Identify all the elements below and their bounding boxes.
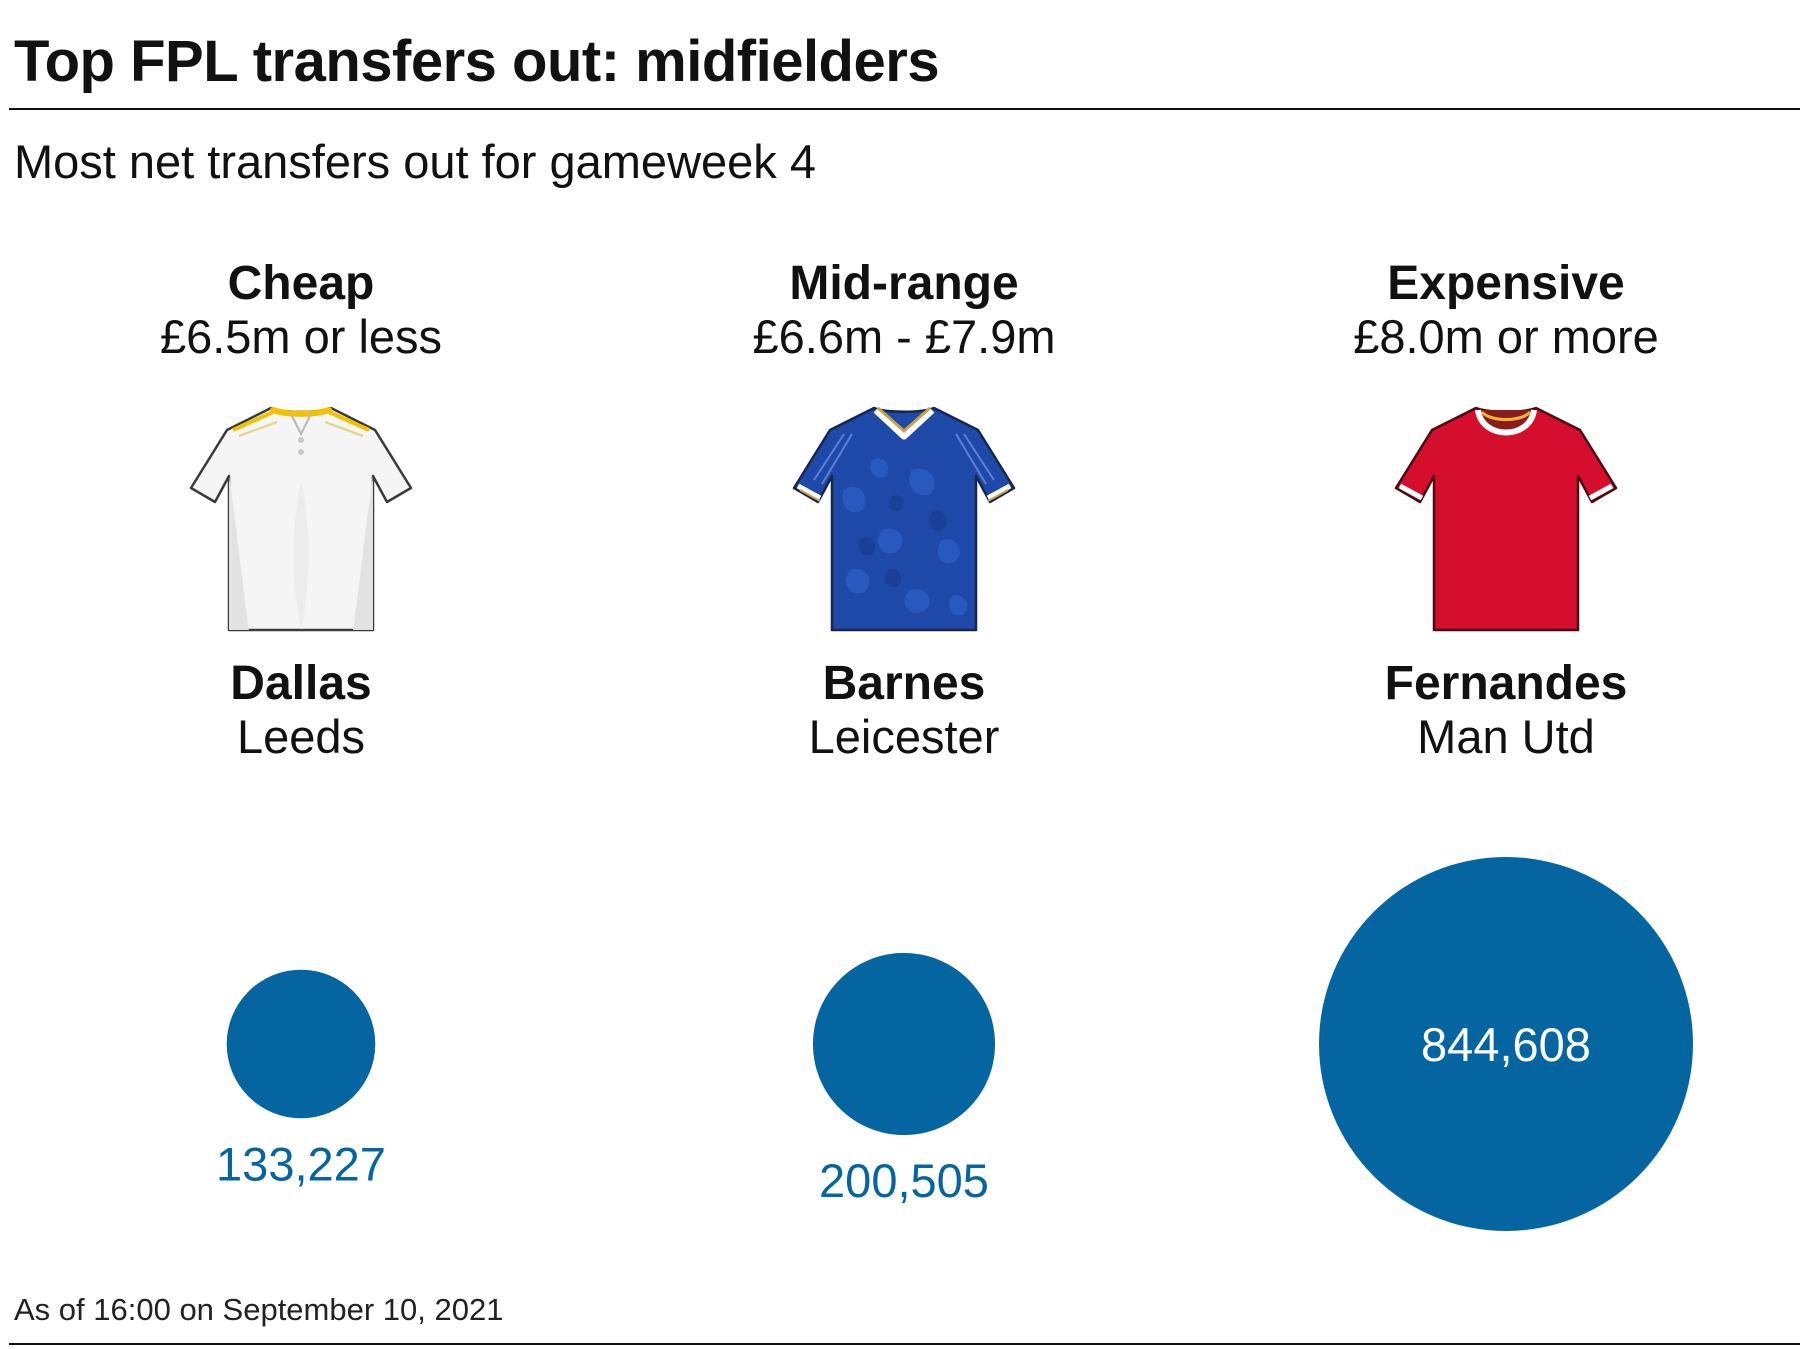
chart-title: Top FPL transfers out: midfielders <box>14 29 940 94</box>
player-club: Man Utd <box>1417 710 1595 763</box>
player-club: Leeds <box>236 710 366 763</box>
player-name: Dallas <box>230 657 372 710</box>
bubble-value-label: 133,227 <box>216 1137 386 1190</box>
category-name: Cheap <box>227 257 375 310</box>
category-column-mid-range: Mid-range £6.6m - £7.9m Barnes Leicester <box>624 0 1184 1349</box>
player-name: Fernandes <box>1384 657 1628 710</box>
leeds-white-shirt-icon <box>189 406 413 632</box>
bubble-cheap <box>226 969 376 1119</box>
category-price-range: £8.0m or more <box>1353 310 1659 363</box>
category-price-range: £6.6m - £7.9m <box>752 310 1056 363</box>
category-name: Expensive <box>1387 257 1625 310</box>
player-club: Leicester <box>808 710 1000 763</box>
footnote: As of 16:00 on September 10, 2021 <box>14 1292 504 1327</box>
category-name: Mid-range <box>789 257 1019 310</box>
player-name: Barnes <box>822 657 986 710</box>
man-utd-red-shirt-icon <box>1394 406 1618 632</box>
category-column-expensive: Expensive £8.0m or more Fernandes Man Ut… <box>1226 0 1786 1349</box>
bubble-value-label: 844,608 <box>1421 1018 1591 1071</box>
category-column-cheap: Cheap £6.5m or less Dallas Leeds <box>21 0 581 1349</box>
bubble-expensive <box>1319 857 1693 1231</box>
footer-divider <box>9 1343 1800 1345</box>
category-price-range: £6.5m or less <box>159 310 443 363</box>
bubble-value-label: 200,505 <box>819 1154 989 1207</box>
leicester-blue-shirt-icon <box>792 406 1016 632</box>
bubble-mid-range <box>812 952 996 1136</box>
chart-subtitle: Most net transfers out for gameweek 4 <box>14 135 816 188</box>
title-divider <box>9 108 1800 110</box>
